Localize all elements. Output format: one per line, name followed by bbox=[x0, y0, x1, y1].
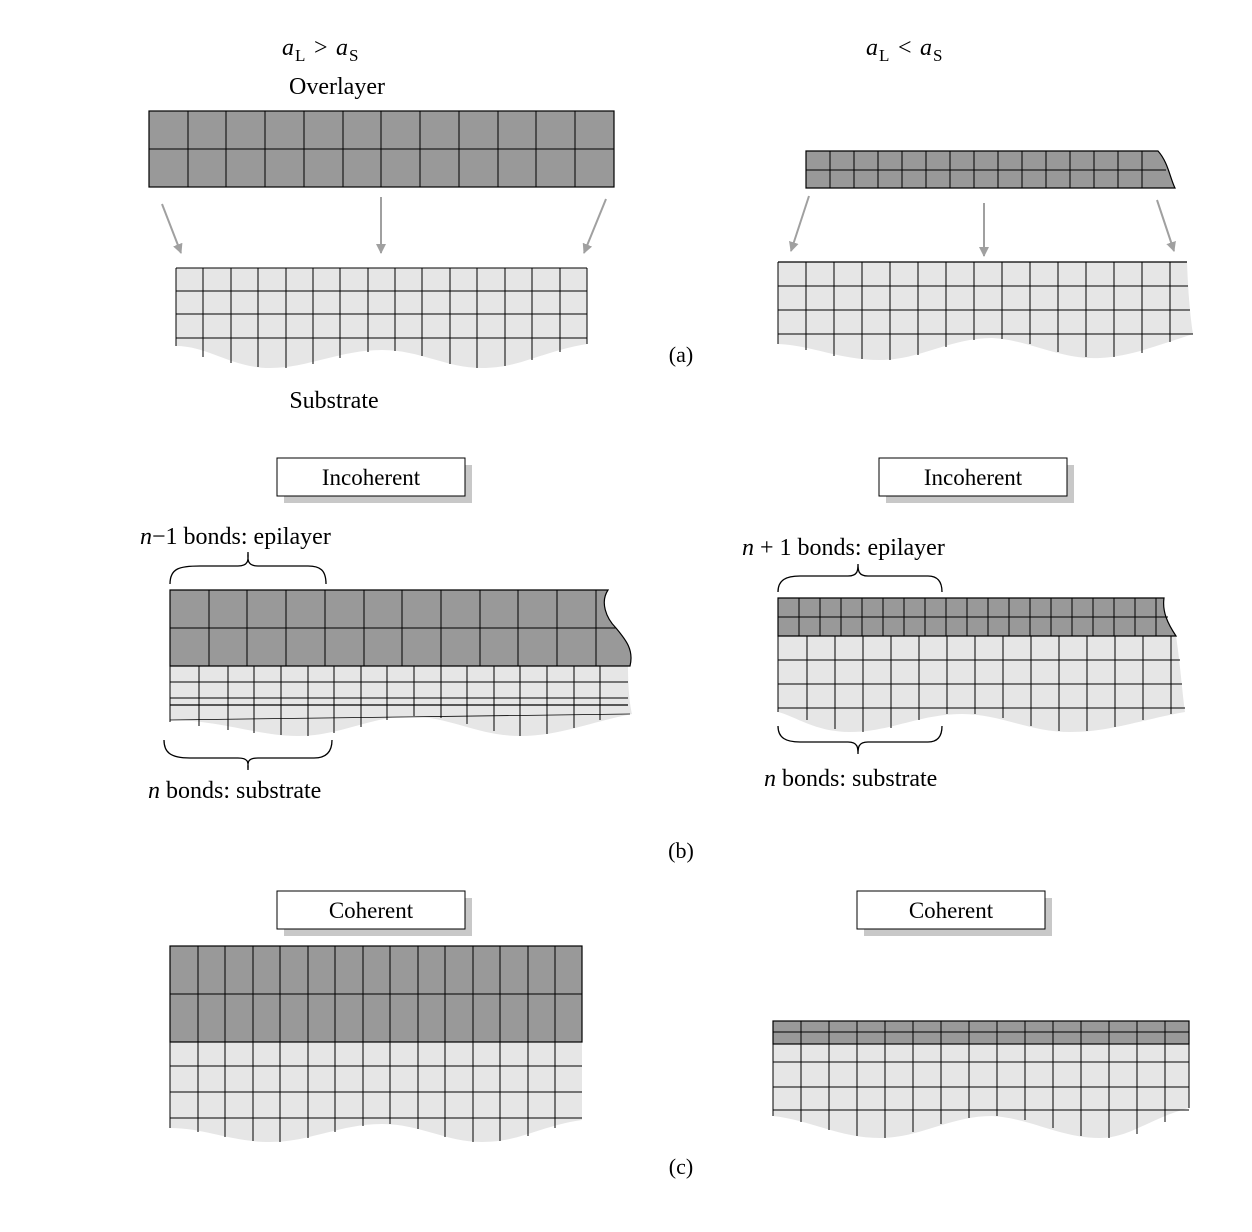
svg-text:a: a bbox=[920, 35, 932, 61]
substrate-bonds-right-label: n bonds: substrate bbox=[764, 766, 937, 792]
svg-text:<: < bbox=[898, 35, 912, 61]
incoherent-lattice-left bbox=[169, 589, 632, 736]
coherent-lattice-left bbox=[169, 945, 583, 1142]
svg-text:L: L bbox=[295, 46, 305, 65]
svg-text:a: a bbox=[336, 35, 348, 61]
panel-a-label: (a) bbox=[669, 342, 693, 367]
svg-text:a: a bbox=[866, 35, 878, 61]
svg-text:Coherent: Coherent bbox=[329, 898, 414, 923]
substrate-block-right bbox=[777, 261, 1193, 360]
overlayer-block-right bbox=[805, 150, 1176, 189]
svg-text:Coherent: Coherent bbox=[909, 898, 994, 923]
svg-text:L: L bbox=[879, 46, 889, 65]
coherent-title-left: Coherent bbox=[276, 890, 472, 936]
panel-b-label: (b) bbox=[668, 838, 694, 863]
panel-c-label: (c) bbox=[669, 1154, 693, 1179]
svg-text:S: S bbox=[349, 46, 358, 65]
incoherent-title-right: Incoherent bbox=[878, 457, 1074, 503]
condition-right-label: a L < a S bbox=[866, 35, 942, 65]
svg-text:a: a bbox=[282, 35, 294, 61]
coherent-lattice-right bbox=[772, 1020, 1190, 1138]
coherent-title-right: Coherent bbox=[856, 890, 1052, 936]
arrow-left-1 bbox=[161, 203, 183, 254]
substrate-label: Substrate bbox=[289, 388, 378, 414]
brace-substrate-right bbox=[777, 725, 943, 755]
svg-text:>: > bbox=[314, 35, 328, 61]
brace-epilayer-right bbox=[777, 563, 943, 593]
overlayer-label: Overlayer bbox=[289, 74, 385, 100]
incoherent-lattice-right bbox=[777, 597, 1185, 732]
arrow-right-1 bbox=[789, 195, 810, 252]
brace-epilayer-left bbox=[169, 551, 327, 585]
brace-substrate-left bbox=[163, 739, 333, 771]
panel-a-left-lattices bbox=[148, 110, 615, 368]
condition-left-label: a L > a S bbox=[282, 35, 358, 65]
substrate-block-left bbox=[175, 267, 588, 368]
svg-text:S: S bbox=[933, 46, 942, 65]
panel-a-right-lattices bbox=[777, 150, 1193, 360]
epilayer-bonds-right-label: n + 1 bonds: epilayer bbox=[742, 535, 945, 561]
substrate-bonds-left-label: n bonds: substrate bbox=[148, 778, 321, 804]
arrow-right-3 bbox=[1156, 199, 1176, 252]
epilayer-bonds-left-label: n−1 bonds: epilayer bbox=[140, 524, 331, 550]
svg-text:Incoherent: Incoherent bbox=[924, 465, 1023, 490]
svg-text:Incoherent: Incoherent bbox=[322, 465, 421, 490]
overlayer-block-left bbox=[148, 110, 615, 188]
arrow-left-3 bbox=[582, 198, 607, 254]
incoherent-title-left: Incoherent bbox=[276, 457, 472, 503]
